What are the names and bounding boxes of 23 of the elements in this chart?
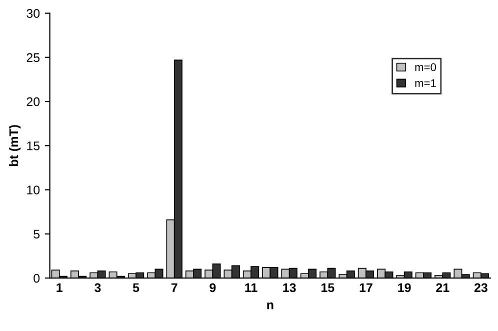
x-tick-label: 7 [171, 283, 178, 292]
x-tick-label: 23 [474, 283, 488, 292]
y-tick-label: 20 [26, 97, 40, 106]
x-tick-label: 15 [321, 283, 334, 292]
x-tick-label: 11 [245, 283, 258, 292]
y-tick-label: 25 [26, 53, 40, 62]
x-tick-label: 17 [360, 283, 372, 292]
x-tick-label: 9 [210, 283, 216, 292]
legend-label: m=1 [415, 79, 436, 87]
x-tick-label: 13 [283, 283, 296, 292]
x-axis-title: n [267, 302, 274, 310]
x-tick-label: 19 [398, 283, 411, 292]
y-tick-label: 5 [34, 230, 40, 239]
y-tick-label: 10 [27, 186, 40, 194]
y-tick-label: 15 [27, 142, 40, 150]
legend-label: m=0 [415, 63, 436, 72]
y-tick-label: 0 [34, 274, 40, 283]
y-axis-title: bt (mT) [8, 125, 21, 166]
x-tick-label: 3 [94, 283, 101, 292]
x-tick-label: 5 [132, 283, 140, 292]
y-tick-label: 30 [26, 9, 40, 18]
x-tick-label: 21 [436, 283, 450, 292]
x-tick-label: 1 [56, 283, 63, 292]
